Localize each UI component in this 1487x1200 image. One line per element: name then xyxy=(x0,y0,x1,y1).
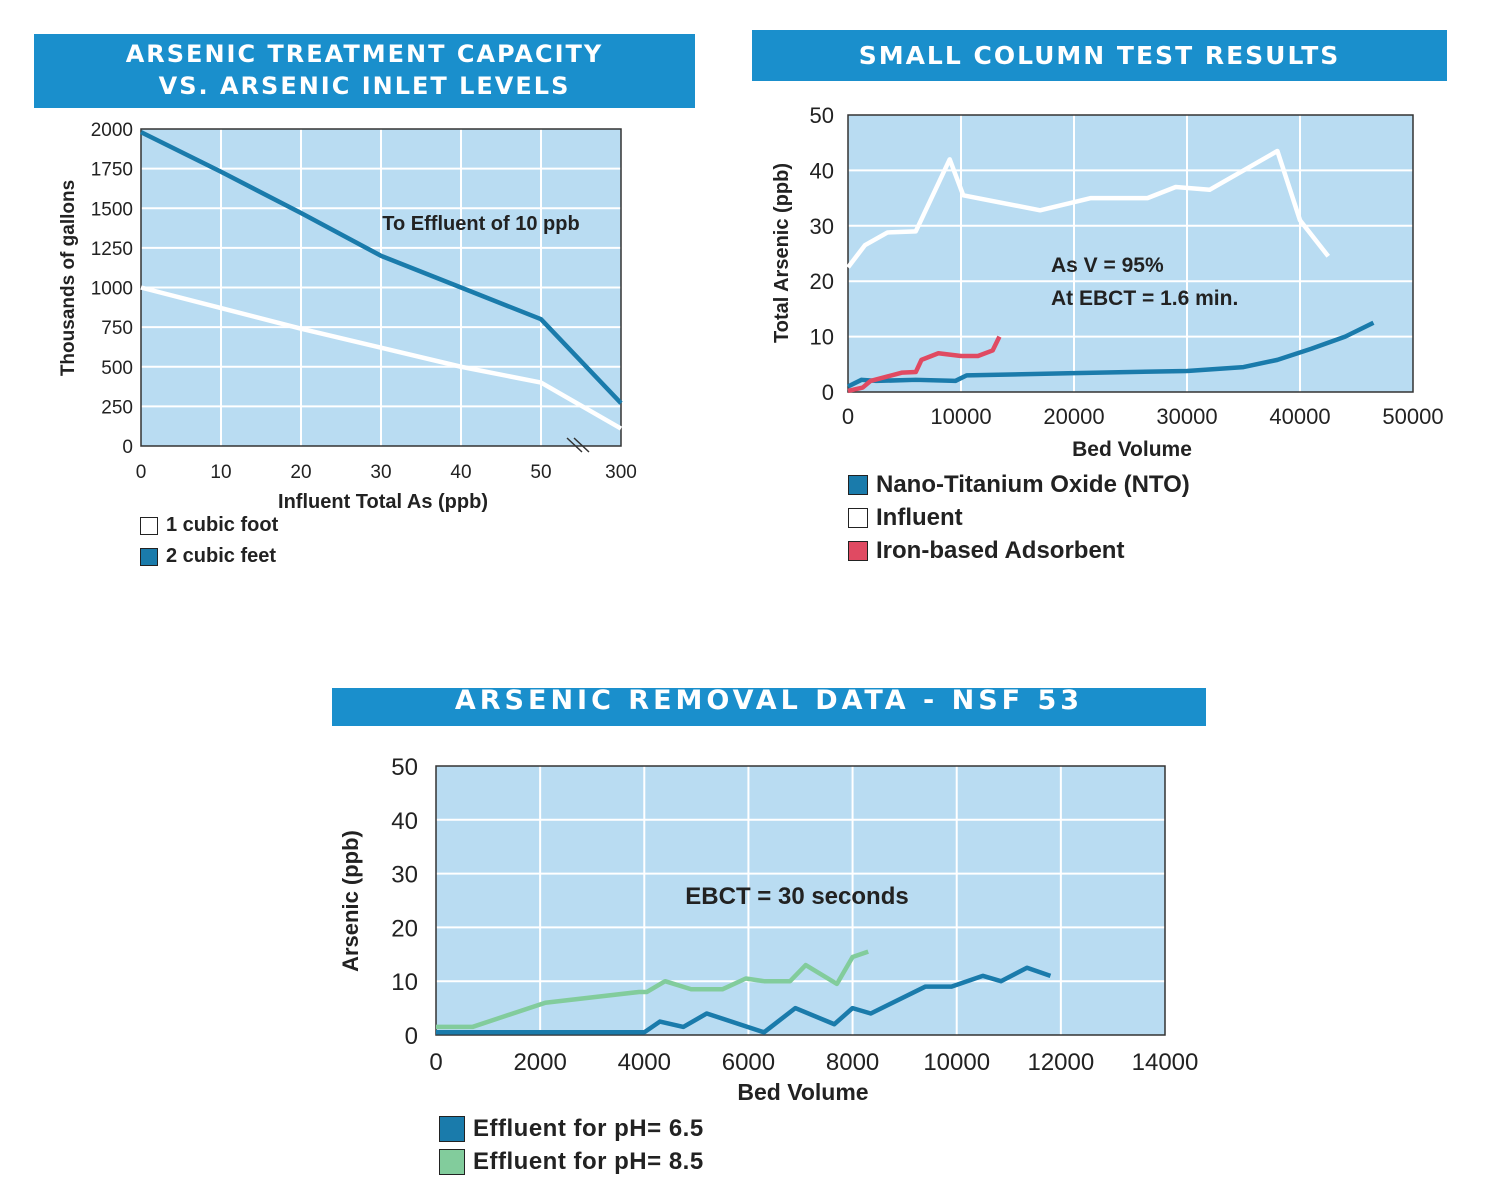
y-tick-label: 30 xyxy=(810,214,834,239)
x-tick-label: 40 xyxy=(450,462,471,483)
x-axis-label: Influent Total As (ppb) xyxy=(278,491,488,513)
y-tick-label: 40 xyxy=(810,158,834,183)
panel-treatment-capacity: ARSENIC TREATMENT CAPACITY VS. ARSENIC I… xyxy=(0,0,720,600)
legend-item: Effluent for pH= 6.5 xyxy=(439,1112,704,1145)
x-tick-label: 10 xyxy=(210,462,231,483)
legend-item: 2 cubic feet xyxy=(140,541,278,572)
y-tick-label: 30 xyxy=(391,862,418,889)
series-line xyxy=(847,335,1002,394)
y-tick-label: 0 xyxy=(405,1023,418,1050)
x-tick-label: 40000 xyxy=(1269,404,1330,429)
x-tick-label: 30 xyxy=(370,462,391,483)
x-tick-label: 4000 xyxy=(618,1049,671,1076)
legend-item: Nano-Titanium Oxide (NTO) xyxy=(848,468,1190,501)
legend-item: Effluent for pH= 8.5 xyxy=(439,1145,704,1178)
y-axis-label: Arsenic (ppb) xyxy=(338,830,363,972)
chart1-legend: 1 cubic foot 2 cubic feet xyxy=(140,510,278,572)
x-tick-label: 20000 xyxy=(1043,404,1104,429)
y-tick-label: 0 xyxy=(122,437,133,458)
legend-swatch xyxy=(439,1148,465,1175)
y-tick-label: 1000 xyxy=(91,279,133,300)
x-tick-label: 10000 xyxy=(930,404,991,429)
chart2-title-banner: SMALL COLUMN TEST RESULTS xyxy=(752,30,1447,81)
annotation-line: As V = 95% xyxy=(1051,254,1164,277)
series-line xyxy=(846,148,1331,269)
x-axis-label: Bed Volume xyxy=(737,1079,868,1105)
x-tick-label: 6000 xyxy=(722,1049,775,1076)
legend-label: 1 cubic foot xyxy=(166,514,279,536)
x-tick-label: 30000 xyxy=(1156,404,1217,429)
y-tick-label: 500 xyxy=(101,358,133,379)
chart3-title-banner: ARSENIC REMOVAL DATA - NSF 53 xyxy=(332,687,1206,726)
y-tick-label: 20 xyxy=(810,269,834,294)
legend-swatch xyxy=(439,1115,465,1142)
x-tick-label: 12000 xyxy=(1027,1049,1094,1076)
x-tick-label: 50000 xyxy=(1382,404,1443,429)
legend-swatch xyxy=(848,474,868,495)
panel-small-column-test: SMALL COLUMN TEST RESULTS 0 10 20 30 40 50 0 10… xyxy=(752,30,1447,567)
y-tick-label: 2000 xyxy=(91,120,133,141)
legend-swatch xyxy=(140,547,158,566)
x-tick-label: 14000 xyxy=(1132,1049,1199,1076)
plot-area xyxy=(436,766,1165,1035)
series-line xyxy=(436,965,1052,1035)
y-tick-label: 50 xyxy=(810,103,834,128)
plot-frame xyxy=(847,114,1414,393)
chart2-svg: 0 10 20 30 40 50 0 10000 20000 30000 40000 50000 As … xyxy=(771,103,1444,461)
x-tick-label: 20 xyxy=(290,462,311,483)
annotation: EBCT = 30 seconds xyxy=(685,883,908,910)
y-tick-label: 1250 xyxy=(91,239,133,260)
legend-item: 1 cubic foot xyxy=(140,510,278,541)
series-line xyxy=(436,949,869,1030)
legend-swatch xyxy=(848,540,868,561)
legend-item: Influent xyxy=(848,501,1190,534)
x-tick-label: 0 xyxy=(136,462,147,483)
chart3-legend: Effluent for pH= 6.5 Effluent for pH= 8.5 xyxy=(439,1112,704,1178)
legend-label: Effluent for pH= 6.5 xyxy=(473,1115,704,1142)
x-axis-label: Bed Volume xyxy=(1072,438,1192,461)
chart1-title-line-1: ARSENIC TREATMENT CAPACITY xyxy=(125,40,604,68)
y-tick-label: 750 xyxy=(101,318,133,339)
x-tick-label: 8000 xyxy=(826,1049,879,1076)
chart1-title-line-2: VS. ARSENIC INLET LEVELS xyxy=(158,72,571,100)
legend-label: Nano-Titanium Oxide (NTO) xyxy=(876,471,1190,498)
legend-label: Effluent for pH= 8.5 xyxy=(473,1148,704,1175)
y-tick-label: 1500 xyxy=(91,199,133,220)
chart1-title-banner: ARSENIC TREATMENT CAPACITY VS. ARSENIC I… xyxy=(34,34,695,108)
chart2-legend: Nano-Titanium Oxide (NTO) Influent Iron-ba… xyxy=(848,468,1190,567)
y-tick-label: 1750 xyxy=(91,160,133,181)
axis-break-mark xyxy=(573,437,590,453)
legend-item: Iron-based Adsorbent xyxy=(848,534,1190,567)
y-tick-label: 10 xyxy=(391,969,418,996)
y-tick-label: 20 xyxy=(391,915,418,942)
legend-label: Iron-based Adsorbent xyxy=(876,537,1125,564)
x-tick-label: 0 xyxy=(429,1049,442,1076)
legend-label: 2 cubic feet xyxy=(166,545,277,567)
x-tick-label: 0 xyxy=(842,404,854,429)
legend-swatch xyxy=(140,516,158,535)
axis-break-mark xyxy=(566,437,583,453)
legend-label: Influent xyxy=(876,504,963,531)
chart1-svg: 0 250 500 750 1000 1250 1500 1750 2000 0 10 20 30 40 5… xyxy=(58,120,637,513)
plot-frame xyxy=(435,765,1166,1036)
y-tick-label: 10 xyxy=(810,325,834,350)
x-tick-label: 300 xyxy=(605,462,637,483)
legend-swatch xyxy=(848,507,868,528)
annotation-line: At EBCT = 1.6 min. xyxy=(1051,287,1238,310)
y-tick-label: 0 xyxy=(822,380,834,405)
series-line xyxy=(140,130,623,405)
x-tick-label: 10000 xyxy=(923,1049,990,1076)
y-axis-label: Thousands of gallons xyxy=(58,180,79,376)
x-tick-label: 50 xyxy=(530,462,551,483)
series-line xyxy=(140,285,623,431)
y-tick-label: 40 xyxy=(391,808,418,835)
y-tick-label: 50 xyxy=(391,754,418,781)
annotation: To Effluent of 10 ppb xyxy=(382,213,579,235)
y-tick-label: 250 xyxy=(101,397,133,418)
x-tick-label: 2000 xyxy=(513,1049,566,1076)
y-axis-label: Total Arsenic (ppb) xyxy=(771,163,793,343)
